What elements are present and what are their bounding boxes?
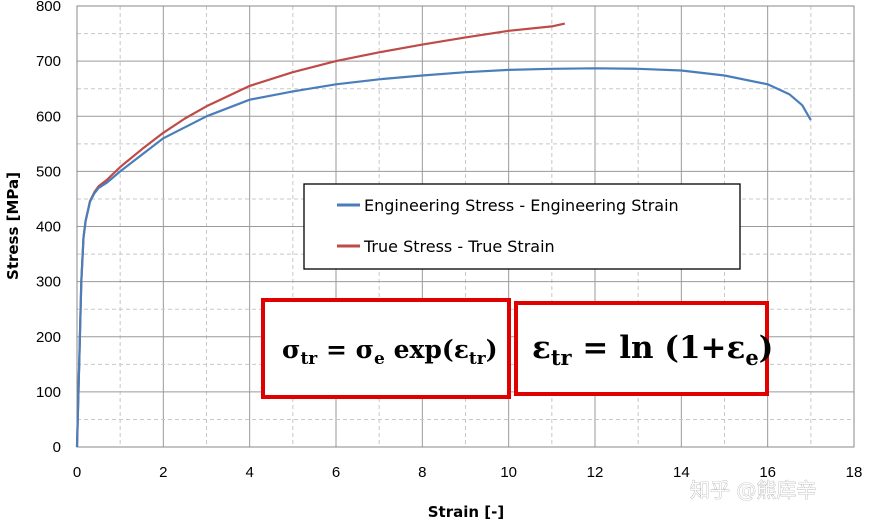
- plot-border: [76, 5, 855, 448]
- y-tick-label: 600: [36, 108, 61, 125]
- y-tick-label: 700: [36, 53, 61, 70]
- y-tick-label: 400: [36, 219, 61, 236]
- formula-box-border: [261, 298, 511, 399]
- x-tick-label: 14: [673, 464, 690, 481]
- y-axis-title: Stress [MPa]: [4, 172, 22, 280]
- y-tick-label: 800: [36, 0, 61, 15]
- x-axis-title: Strain [-]: [428, 503, 504, 521]
- x-tick-label: 8: [418, 464, 426, 481]
- formula-box-true-strain: εtr = ln (1+εe): [514, 301, 773, 396]
- y-tick-label: 200: [36, 329, 61, 346]
- x-tick-label: 4: [245, 464, 253, 481]
- x-tick-label: 2: [159, 464, 167, 481]
- x-tick-label: 6: [332, 464, 340, 481]
- x-tick-label: 0: [73, 464, 81, 481]
- formula-true-stress: σtr = σe exp(εtr): [282, 335, 498, 369]
- series-lines: [75, 22, 812, 448]
- x-tick-label: 16: [759, 464, 776, 481]
- y-tick-label: 500: [36, 163, 61, 180]
- legend-box: [303, 183, 741, 270]
- series-line-engineering: [75, 67, 812, 448]
- y-tick-labels: 0 100 200 300 400 500 600 700 800: [36, 0, 61, 456]
- formula-true-strain: εtr = ln (1+εe): [532, 330, 773, 370]
- x-tick-label: 10: [500, 464, 517, 481]
- x-tick-label: 12: [587, 464, 604, 481]
- y-tick-label: 100: [36, 384, 61, 401]
- legend-label-true: True Stress - True Strain: [363, 237, 555, 256]
- legend: Engineering Stress - Engineering Strain …: [303, 183, 741, 270]
- formula-box-border: [514, 301, 769, 396]
- y-tick-label: 300: [36, 274, 61, 291]
- x-tick-labels: 0 2 4 6 8 10 12 14 16 18: [73, 464, 863, 481]
- x-tick-label: 18: [846, 464, 863, 481]
- formula-box-true-stress: σtr = σe exp(εtr): [261, 298, 511, 399]
- y-tick-label: 0: [53, 439, 61, 456]
- legend-label-engineering: Engineering Stress - Engineering Strain: [364, 196, 679, 215]
- watermark: 知乎 @熊库辛: [690, 478, 816, 502]
